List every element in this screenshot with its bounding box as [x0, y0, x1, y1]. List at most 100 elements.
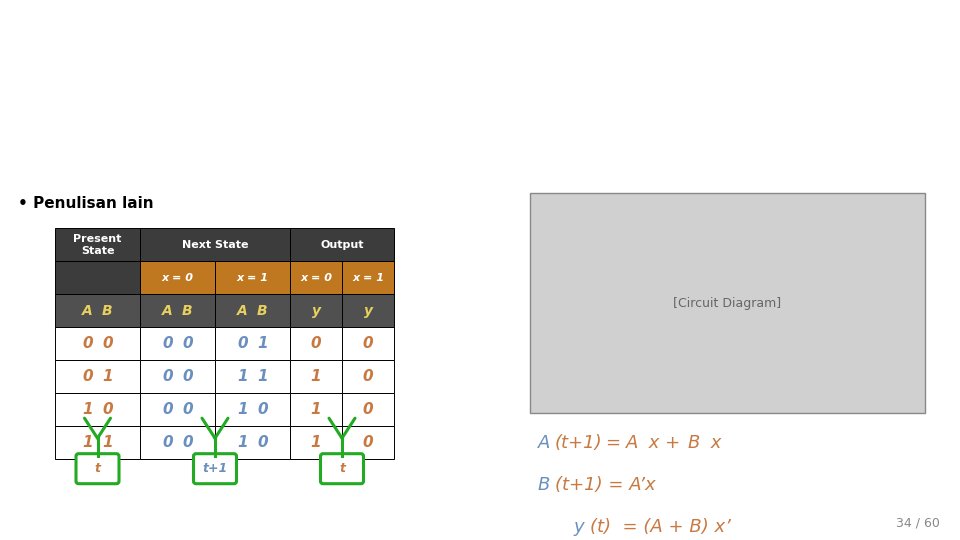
Text: =: =	[606, 434, 627, 452]
Bar	[140, 360, 215, 393]
Bar	[55, 228, 140, 261]
Text: y: y	[573, 518, 584, 536]
Text: x = 0: x = 0	[161, 273, 194, 283]
Text: Analysis of Clocked Sequential Circuits :: Analysis of Clocked Sequential Circuits …	[29, 36, 720, 64]
Text: A: A	[162, 303, 173, 318]
Text: 0: 0	[363, 402, 373, 417]
Text: (t+1) = A’x: (t+1) = A’x	[555, 476, 656, 494]
Text: 0: 0	[162, 435, 173, 450]
Bar	[140, 426, 215, 459]
Bar	[290, 228, 394, 261]
Bar	[530, 193, 925, 413]
Bar	[140, 393, 215, 426]
Bar	[290, 393, 342, 426]
Text: 0: 0	[102, 402, 113, 417]
Text: 1: 1	[311, 435, 322, 450]
Text: 0: 0	[162, 369, 173, 384]
Bar	[55, 426, 140, 459]
Text: [Circuit Diagram]: [Circuit Diagram]	[673, 296, 781, 310]
Bar	[342, 327, 394, 360]
Bar	[342, 360, 394, 393]
Text: 1: 1	[83, 435, 93, 450]
Bar	[290, 360, 342, 393]
Text: 34 / 60: 34 / 60	[896, 517, 940, 530]
Text: B: B	[182, 303, 193, 318]
Text: Output: Output	[321, 240, 364, 249]
Bar	[140, 294, 215, 327]
Text: 1: 1	[257, 336, 268, 351]
Text: (t)  = (A + B) x’: (t) = (A + B) x’	[590, 518, 731, 536]
Bar	[290, 261, 342, 294]
Text: y: y	[364, 303, 372, 318]
Text: x = 0: x = 0	[300, 273, 332, 283]
Bar	[290, 426, 342, 459]
Bar	[342, 261, 394, 294]
Text: 0: 0	[182, 435, 193, 450]
Text: 0: 0	[83, 336, 93, 351]
Text: x: x	[705, 434, 721, 452]
Text: 0: 0	[363, 435, 373, 450]
Text: 0: 0	[257, 435, 268, 450]
Bar	[215, 294, 290, 327]
Text: 0: 0	[182, 402, 193, 417]
Text: 0: 0	[363, 369, 373, 384]
Text: B: B	[257, 303, 268, 318]
FancyBboxPatch shape	[321, 454, 364, 484]
Text: 0: 0	[182, 336, 193, 351]
Bar	[342, 393, 394, 426]
Bar	[215, 261, 290, 294]
Text: 1: 1	[83, 402, 93, 417]
Text: 0: 0	[83, 369, 93, 384]
Text: A: A	[538, 434, 550, 452]
Text: x +: x +	[643, 434, 686, 452]
Text: 1: 1	[102, 369, 113, 384]
FancyBboxPatch shape	[76, 454, 119, 484]
Bar	[215, 393, 290, 426]
Text: 0: 0	[182, 369, 193, 384]
Text: 1: 1	[237, 402, 248, 417]
Bar	[55, 327, 140, 360]
Text: 0: 0	[102, 336, 113, 351]
Text: A: A	[83, 303, 93, 318]
Bar	[215, 426, 290, 459]
Text: • Penulisan lain: • Penulisan lain	[18, 196, 154, 211]
Text: t: t	[94, 462, 101, 475]
Text: A: A	[626, 434, 638, 452]
Text: B: B	[102, 303, 113, 318]
Bar	[342, 426, 394, 459]
Text: 1: 1	[257, 369, 268, 384]
Text: 1: 1	[237, 369, 248, 384]
Bar	[290, 294, 342, 327]
Bar	[140, 261, 215, 294]
Text: 1: 1	[237, 435, 248, 450]
Bar	[55, 294, 140, 327]
Bar	[140, 327, 215, 360]
Text: State Table (Transition Table): State Table (Transition Table)	[29, 119, 533, 148]
Bar	[215, 360, 290, 393]
Bar	[140, 228, 290, 261]
Bar	[342, 294, 394, 327]
Text: Next State: Next State	[181, 240, 249, 249]
Bar	[215, 327, 290, 360]
Bar	[55, 261, 140, 294]
FancyBboxPatch shape	[194, 454, 236, 484]
Text: 0: 0	[311, 336, 322, 351]
Text: B: B	[538, 476, 550, 494]
Bar	[55, 360, 140, 393]
Bar	[55, 393, 140, 426]
Text: y: y	[311, 303, 321, 318]
Text: 1: 1	[311, 402, 322, 417]
Text: 0: 0	[237, 336, 248, 351]
Text: 1: 1	[311, 369, 322, 384]
Text: 0: 0	[257, 402, 268, 417]
Text: t+1: t+1	[203, 462, 228, 475]
Text: A: A	[237, 303, 248, 318]
Text: Present
State: Present State	[73, 234, 122, 255]
Text: (t+1): (t+1)	[555, 434, 603, 452]
Text: 1: 1	[102, 435, 113, 450]
Text: B: B	[688, 434, 701, 452]
Text: 0: 0	[162, 336, 173, 351]
Bar	[290, 327, 342, 360]
Text: x = 1: x = 1	[352, 273, 384, 283]
Text: 0: 0	[162, 402, 173, 417]
